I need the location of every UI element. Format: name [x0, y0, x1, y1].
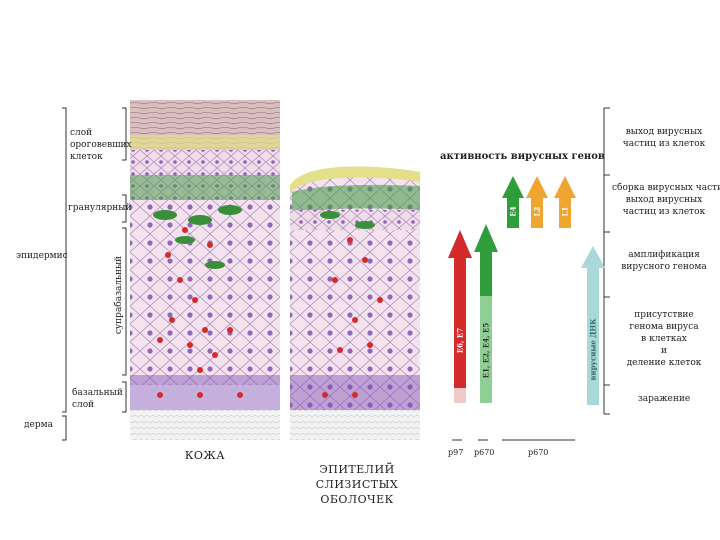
- label-presence-5: деление клеток: [626, 358, 702, 368]
- label-amplification-1: амплификация: [628, 250, 700, 260]
- label-stratum-corneum-3: клеток: [70, 152, 103, 162]
- skin-tissue: [130, 100, 280, 440]
- label-basal-1: базальный: [72, 388, 123, 398]
- gene-arrows: [448, 176, 605, 405]
- arrow-e4: [502, 176, 524, 228]
- arrow-label-e4: E4: [508, 206, 518, 217]
- label-epidermis: эпидермис: [16, 251, 68, 261]
- label-stratum-corneum-1: слой: [70, 128, 93, 138]
- label-release-2: частиц из клеток: [622, 139, 706, 149]
- label-stratum-corneum-2: ороговевших: [70, 140, 132, 150]
- label-suprabasal: супрабазальный: [114, 255, 124, 335]
- caption-skin: КОЖА: [184, 449, 226, 462]
- arrow-label-l2: L2: [532, 206, 542, 217]
- right-brackets: [603, 107, 610, 415]
- label-presence-2: генома вируса: [629, 322, 699, 332]
- gene-activity-title: активность вирусных генов: [440, 151, 605, 162]
- left-brackets: [62, 107, 127, 441]
- caption-mucosa-2: СЛИЗИСТЫХ ОБОЛОЧЕК: [315, 478, 399, 506]
- label-dermis: дерма: [24, 420, 53, 430]
- promoter-p97: p97: [448, 448, 464, 457]
- mucosa-tissue: [290, 166, 420, 441]
- label-presence-4: и: [661, 346, 667, 356]
- arrow-l2: [526, 176, 548, 228]
- label-presence-3: в клетках: [641, 334, 687, 344]
- label-assembly-1: сборка вирусных частиц: [612, 183, 720, 193]
- arrow-label-viral-dna: вирусные ДНК: [588, 318, 598, 381]
- caption-mucosa-1: ЭПИТЕЛИЙ: [319, 463, 395, 476]
- arrow-e6-e7: [448, 230, 472, 403]
- promoter-p670-a: p670: [474, 448, 495, 457]
- arrow-label-l1: L1: [560, 206, 570, 217]
- label-infection: заражение: [637, 394, 691, 404]
- arrow-viral-dna: [581, 246, 605, 405]
- arrow-label-e6-e7: E6, E7: [455, 327, 465, 354]
- label-granular: гранулярный: [68, 203, 132, 213]
- label-assembly-2: выход вирусных: [625, 195, 703, 205]
- arrow-label-e1-e5: E1, E2, E4, E5: [481, 322, 491, 379]
- label-release-1: выход вирусных: [625, 127, 703, 137]
- label-assembly-3: частиц из клеток: [622, 207, 706, 217]
- label-basal-2: слой: [72, 400, 95, 410]
- promoter-p670-b: p670: [528, 448, 549, 457]
- label-amplification-2: вирусного генома: [621, 262, 707, 272]
- arrow-l1: [554, 176, 576, 228]
- label-presence-1: присутствие: [634, 310, 694, 320]
